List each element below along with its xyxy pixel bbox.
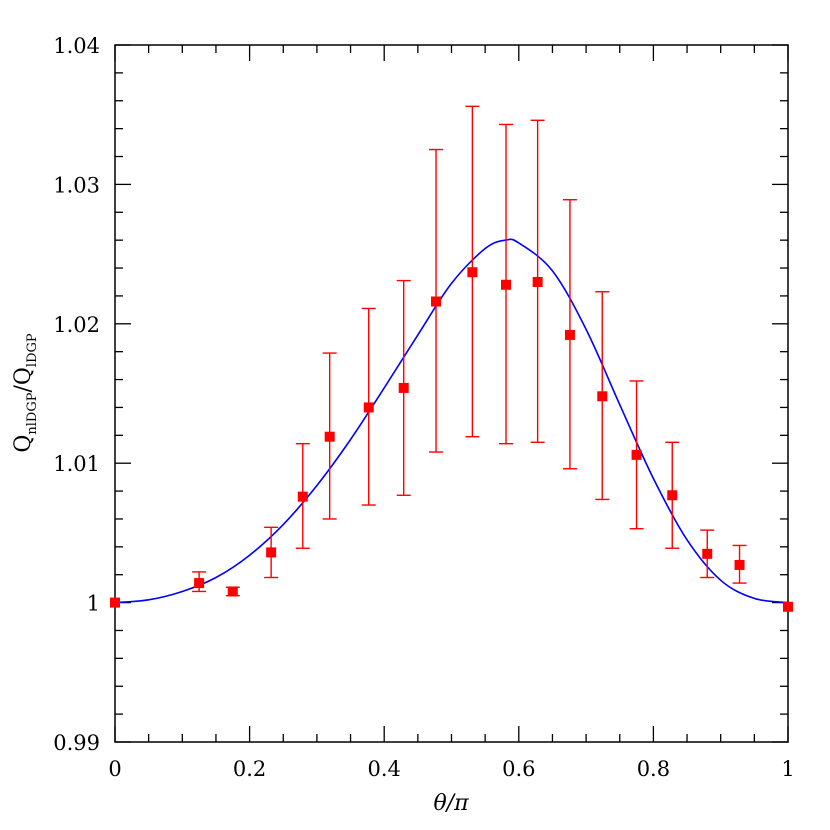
y-tick-label: 0.99 <box>53 731 100 755</box>
model-curve <box>114 238 789 604</box>
y-tick-label: 1 <box>87 592 100 616</box>
point-marker <box>431 296 442 307</box>
data-point <box>322 352 337 520</box>
point-marker <box>227 586 238 597</box>
model-curve-layer <box>114 238 789 604</box>
point-marker <box>501 279 512 290</box>
point-marker <box>667 490 678 501</box>
data-point <box>264 526 279 579</box>
x-tick-label: 1 <box>781 757 794 781</box>
plot-frame <box>114 44 789 743</box>
data-point <box>783 601 793 612</box>
data-point <box>465 105 480 438</box>
point-marker <box>783 601 793 612</box>
data-point <box>562 199 577 470</box>
point-marker <box>266 547 277 558</box>
point-marker <box>631 449 642 460</box>
y-tick-label: 1.02 <box>53 313 100 337</box>
data-points-layer <box>110 105 793 612</box>
x-axis-label: θ/π <box>433 791 469 816</box>
y-tick-label: 1.04 <box>53 34 100 58</box>
x-tick-label: 0.2 <box>233 757 266 781</box>
point-marker <box>398 382 409 393</box>
data-point <box>361 307 376 506</box>
data-point <box>530 119 545 443</box>
data-point <box>429 148 444 453</box>
point-marker <box>363 402 374 413</box>
y-axis-label-sub2: lDGP <box>25 333 40 367</box>
x-tick-label: 0.4 <box>367 757 400 781</box>
y-tick-label: 1.03 <box>53 173 100 197</box>
point-marker <box>532 276 543 287</box>
y-tick-label: 1.01 <box>53 452 100 476</box>
y-axis-label-sep: / <box>11 385 36 393</box>
y-axis-label-q2: Q <box>11 367 36 385</box>
data-point <box>295 442 310 549</box>
point-marker <box>564 329 575 340</box>
point-marker <box>597 391 608 402</box>
y-axis-label: QnlDGP/QlDGP <box>11 333 40 453</box>
y-axis-label-sub1: nlDGP <box>25 392 40 434</box>
data-point <box>732 544 747 584</box>
y-axis-label-q1: Q <box>11 435 36 453</box>
data-point <box>595 291 610 501</box>
x-tick-label: 0.8 <box>637 757 670 781</box>
data-point <box>192 571 207 593</box>
data-point <box>396 279 411 496</box>
data-point <box>110 597 120 608</box>
point-marker <box>194 578 205 589</box>
data-point <box>665 441 680 549</box>
data-point <box>629 380 644 530</box>
data-point <box>225 586 240 597</box>
tick-labels: 0 0.2 0.4 0.6 0.8 1 0.99 1 1.01 1.02 1.03 1.04 <box>53 34 794 781</box>
data-point <box>700 529 715 579</box>
point-marker <box>110 597 120 608</box>
point-marker <box>467 267 478 278</box>
ticks <box>114 44 789 743</box>
point-marker <box>324 431 335 442</box>
x-tick-label: 0.6 <box>502 757 535 781</box>
point-marker <box>702 548 713 559</box>
point-marker <box>297 491 308 502</box>
data-point <box>499 123 514 445</box>
x-tick-label: 0 <box>108 757 121 781</box>
point-marker <box>734 559 745 570</box>
